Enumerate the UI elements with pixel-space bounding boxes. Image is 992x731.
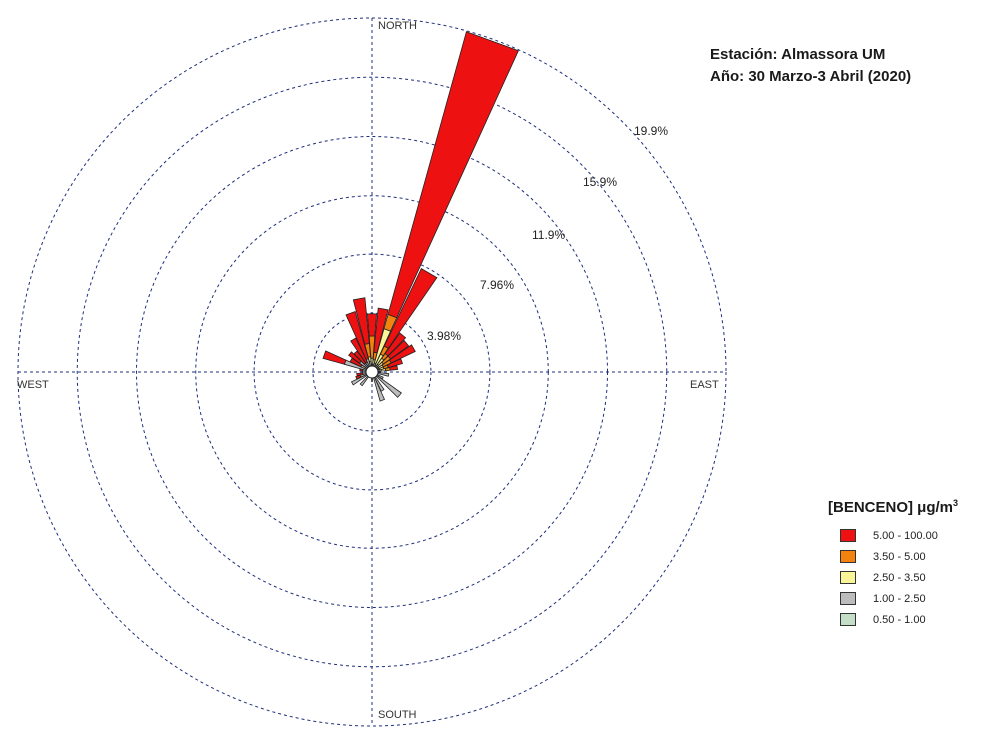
grid-ring-2 [253, 253, 491, 491]
radial-tick-label: 3.98% [427, 329, 461, 343]
petal-20-bin-3 [387, 31, 519, 319]
compass-label-west: WEST [17, 379, 49, 391]
petal-340-bin-3 [345, 310, 369, 360]
petal-290-bin-3 [322, 350, 347, 365]
petal-320-bin-3 [353, 350, 367, 365]
legend-swatch [840, 571, 856, 584]
tick-label-bg [425, 329, 473, 343]
radial-tick-label: 11.9% [532, 228, 565, 242]
petal-40-bin-3 [384, 332, 407, 357]
chart-title: Estación: Almassora UM Año: 30 Marzo-3 A… [710, 44, 911, 88]
legend-swatch [840, 613, 856, 626]
grid-ring-5 [76, 76, 668, 668]
legend-title: [BENCENO] μg/m3 [828, 498, 958, 516]
legend-rows: 5.00 - 100.00 3.50 - 5.00 2.50 - 3.50 1.00 … [840, 525, 958, 630]
axis-labels: 3.98% 7.96% 11.9% 15.9% 19.9% NORTH EAST SOUTH W… [17, 20, 719, 721]
legend-swatch [840, 529, 856, 542]
petal-80-bin-3 [389, 365, 399, 371]
petal-60-bin-3 [388, 344, 416, 364]
center-calm-circle [365, 365, 379, 379]
station-title: Estación: Almassora UM [710, 46, 886, 63]
petal-50-bin-3 [387, 339, 410, 360]
radial-tick-label: 7.96% [480, 278, 514, 292]
petal-330-bin-3 [350, 337, 368, 364]
grid-ring-4 [135, 135, 609, 609]
petal-10-bin-3 [373, 307, 389, 354]
petal-0-bin-3 [366, 313, 378, 337]
compass-label-south: SOUTH [378, 709, 417, 721]
legend-title-superscript: 3 [953, 498, 959, 508]
radial-tick-label: 15.9% [583, 175, 617, 189]
legend-item: 3.50 - 5.00 [840, 546, 958, 567]
legend-label: 3.50 - 5.00 [873, 550, 926, 563]
legend-label: 1.00 - 2.50 [873, 592, 926, 605]
compass-label-north: NORTH [378, 20, 417, 32]
legend-swatch [840, 592, 856, 605]
legend-label: 5.00 - 100.00 [873, 529, 938, 542]
petal-310-bin-3 [348, 351, 362, 364]
petal-300-bin-3 [349, 357, 363, 368]
legend-swatch [840, 550, 856, 563]
compass-label-east: EAST [690, 379, 719, 391]
legend-item: 1.00 - 2.50 [840, 588, 958, 609]
legend-item: 5.00 - 100.00 [840, 525, 958, 546]
petal-350-bin-3 [352, 297, 370, 345]
period-title: Año: 30 Marzo-3 Abril (2020) [710, 68, 912, 85]
grid-ring-3 [195, 195, 549, 549]
petal-260-bin-3 [356, 372, 364, 377]
legend-label: 2.50 - 3.50 [873, 571, 926, 584]
legend: [BENCENO] μg/m3 5.00 - 100.00 3.50 - 5.00… [828, 498, 958, 630]
petal-70-bin-3 [386, 358, 404, 368]
legend-label: 0.50 - 1.00 [873, 613, 926, 626]
petal-30-bin-3 [383, 268, 438, 349]
grid-ring-1 [312, 312, 432, 432]
radial-tick-label: 19.9% [634, 124, 668, 138]
legend-item: 2.50 - 3.50 [840, 567, 958, 588]
legend-title-text: [BENCENO] μg/m [828, 499, 954, 516]
legend-item: 0.50 - 1.00 [840, 609, 958, 630]
grid-ring-6 [17, 17, 727, 727]
petal-group [322, 31, 519, 402]
